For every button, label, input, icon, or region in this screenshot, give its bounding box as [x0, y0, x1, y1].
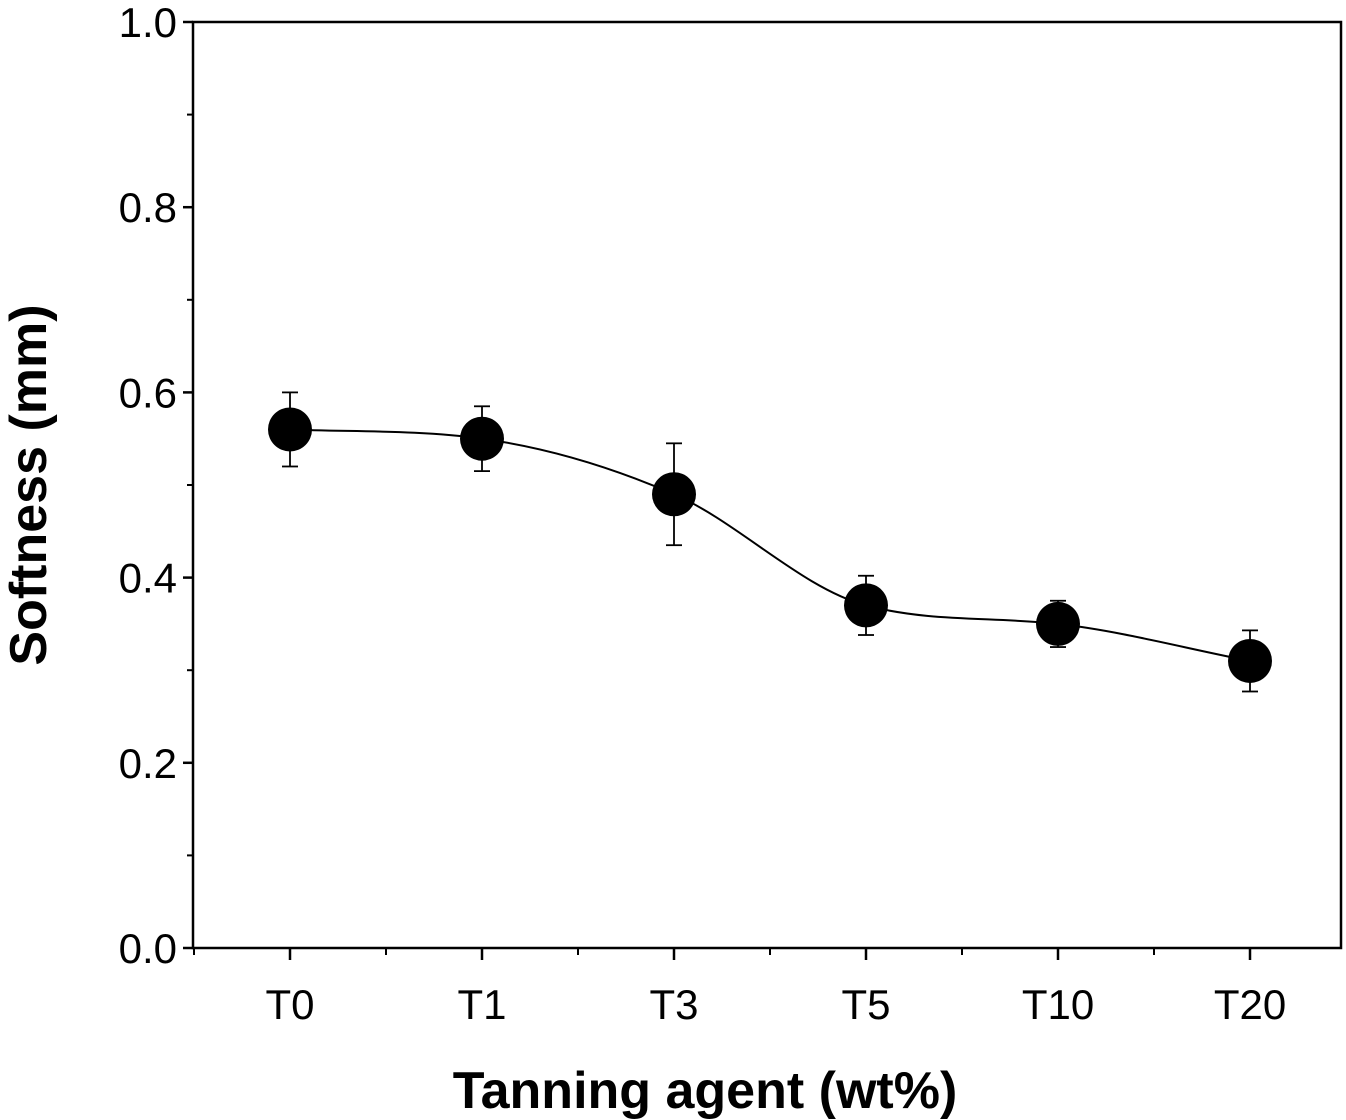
- x-axis: T0 T1 T3 T5 T10 T20: [193, 948, 1286, 1028]
- y-tick-label: 0.6: [119, 369, 177, 416]
- x-tick-label: T5: [841, 981, 890, 1028]
- data-points: [268, 407, 1272, 683]
- x-tick-label: T3: [649, 981, 698, 1028]
- x-axis-title: Tanning agent (wt%): [453, 1062, 958, 1120]
- y-tick-label: 1.0: [119, 0, 177, 46]
- series-smooth-line: [289, 428, 1251, 662]
- y-axis: 0.0 0.2 0.4 0.6 0.8 1.0: [119, 0, 193, 972]
- data-point: [1036, 601, 1080, 646]
- data-point: [268, 407, 312, 452]
- error-bars: [282, 391, 1258, 693]
- y-tick-label: 0.0: [119, 925, 177, 972]
- plot-frame: [191, 20, 1343, 950]
- y-tick-label: 0.2: [119, 740, 177, 787]
- x-tick-label: T0: [265, 981, 314, 1028]
- x-tick-label: T20: [1214, 981, 1286, 1028]
- y-tick-label: 0.4: [119, 555, 177, 602]
- data-point: [652, 472, 696, 517]
- data-point: [844, 583, 888, 628]
- data-point: [460, 416, 504, 461]
- data-point: [1228, 638, 1272, 683]
- x-tick-label: T10: [1022, 981, 1094, 1028]
- y-axis-title: Softness (mm): [0, 304, 58, 665]
- y-tick-label: 0.8: [119, 184, 177, 231]
- x-tick-label: T1: [457, 981, 506, 1028]
